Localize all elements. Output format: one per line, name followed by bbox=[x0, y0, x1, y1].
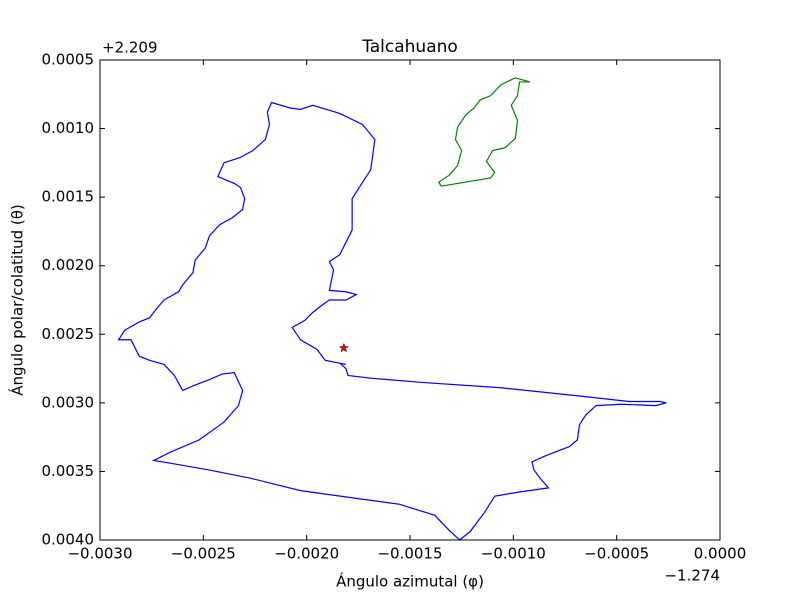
star-marker bbox=[338, 342, 349, 353]
y-tick-label: 0.0020 bbox=[42, 256, 95, 274]
line-series bbox=[438, 77, 531, 187]
chart-title: Talcahuano bbox=[361, 37, 458, 57]
x-tick-label: −0.0010 bbox=[481, 545, 546, 563]
x-tick-label: −0.0015 bbox=[377, 545, 442, 563]
y-tick-label: 0.0025 bbox=[42, 325, 95, 343]
y-axis-label: Ángulo polar/colatitud (θ) bbox=[8, 204, 27, 396]
y-tick-label: 0.0035 bbox=[42, 462, 95, 480]
x-tick-label: −0.0005 bbox=[584, 545, 649, 563]
plot-frame bbox=[99, 59, 721, 541]
y-tick-label: 0.0030 bbox=[42, 393, 95, 411]
line-series bbox=[117, 101, 667, 541]
y-tick-label: 0.0005 bbox=[42, 51, 95, 69]
y-tick-label: 0.0015 bbox=[42, 188, 95, 206]
x-tick-label: −0.0030 bbox=[67, 545, 132, 563]
x-axis-label: Ángulo azimutal (φ) bbox=[336, 572, 484, 591]
x-offset-label: −1.274 bbox=[664, 567, 720, 585]
x-tick-label: −0.0020 bbox=[274, 545, 339, 563]
y-tick-label: 0.0010 bbox=[42, 119, 95, 137]
y-tick-label: 0.0040 bbox=[42, 531, 95, 549]
x-tick-label: 0.0000 bbox=[694, 545, 747, 563]
y-offset-label: +2.209 bbox=[102, 39, 158, 57]
x-tick-label: −0.0025 bbox=[171, 545, 236, 563]
